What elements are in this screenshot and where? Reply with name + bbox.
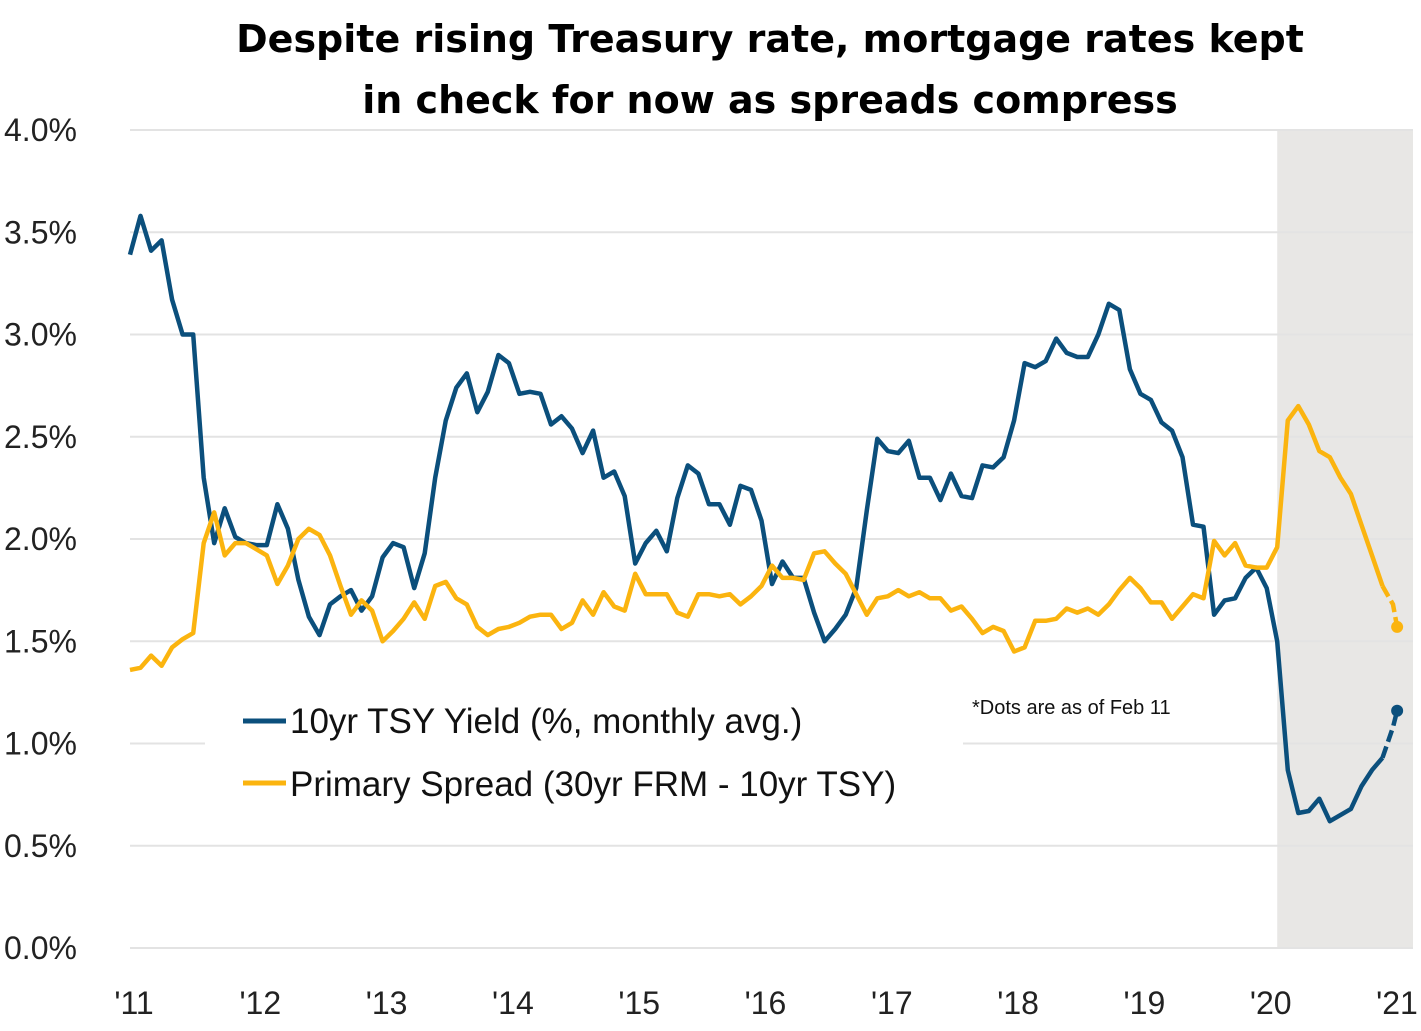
legend-label-tsy: 10yr TSY Yield (%, monthly avg.) [290,702,802,741]
legend: 10yr TSY Yield (%, monthly avg.) Primary… [243,702,896,804]
series-line-0 [127,213,1385,824]
x-tick-label: '16 [745,985,787,1021]
series-dashed-1 [1380,584,1400,628]
y-tick-label: 0.5% [4,828,77,864]
y-tick-label: 2.5% [4,419,77,455]
x-axis: '11 '12 '13 '14 '15 '16 '17 '18 '19 '20 '21 [114,985,1418,1021]
x-tick-label: '14 [492,985,534,1021]
x-tick-label: '13 [366,985,408,1021]
y-axis: 0.0% 0.5% 1.0% 1.5% 2.0% 2.5% 3.0% 3.5% 4.0% [4,112,77,966]
x-tick-label: '21 [1376,985,1418,1021]
y-tick-label: 1.0% [4,726,77,762]
chart-title-line-2: in check for now as spreads compress [362,78,1177,122]
y-tick-label: 0.0% [4,930,77,966]
series-dot-0 [1391,704,1404,717]
series-lines [127,213,1404,824]
x-tick-label: '19 [1124,985,1166,1021]
y-tick-label: 3.0% [4,317,77,353]
x-tick-label: '20 [1250,985,1292,1021]
series-dot-1 [1391,620,1404,633]
y-tick-label: 2.0% [4,521,77,557]
y-tick-label: 1.5% [4,623,77,659]
x-tick-label: '17 [871,985,913,1021]
legend-background [205,690,963,815]
x-tick-label: '18 [997,985,1039,1021]
dots-annotation: *Dots are as of Feb 11 [972,697,1171,719]
legend-label-spread: Primary Spread (30yr FRM - 10yr TSY) [290,765,896,804]
x-tick-label: '11 [114,985,153,1021]
x-tick-label: '15 [618,985,660,1021]
series-line-1 [129,403,1385,673]
chart-title-line-1: Despite rising Treasury rate, mortgage r… [236,17,1304,61]
y-tick-label: 3.5% [4,214,77,250]
x-tick-label: '12 [239,985,281,1021]
y-tick-label: 4.0% [4,112,77,148]
